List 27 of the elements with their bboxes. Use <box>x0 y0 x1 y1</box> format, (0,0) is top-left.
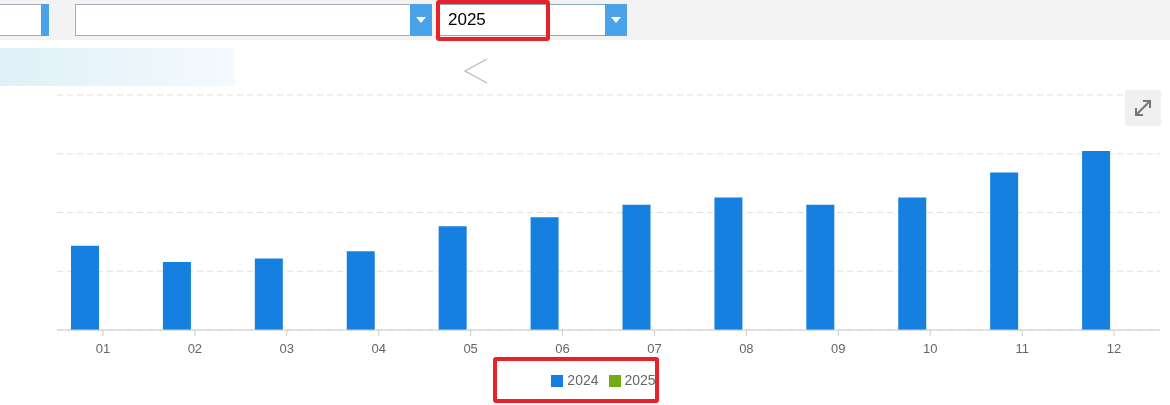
x-tick-label: 11 <box>1015 341 1029 357</box>
x-tick-label: 06 <box>555 341 570 357</box>
bar <box>1082 151 1111 330</box>
x-tick-label: 04 <box>371 341 386 357</box>
bar <box>71 245 99 330</box>
x-tick-label: 03 <box>279 341 295 357</box>
legend-label: 2024 <box>567 372 599 388</box>
x-tick-label: 10 <box>922 341 938 357</box>
bar <box>346 251 375 330</box>
bar <box>530 217 559 330</box>
x-tick-label: 12 <box>1106 341 1122 357</box>
legend-label: 2025 <box>624 372 656 388</box>
bar <box>254 258 283 330</box>
bar <box>806 204 835 330</box>
bar <box>438 226 467 330</box>
bar <box>622 204 651 330</box>
select-field: 2025 <box>437 4 606 36</box>
x-tick-label: 01 <box>95 341 111 357</box>
x-tick-label: 05 <box>463 341 478 357</box>
x-tick-label: 08 <box>739 341 754 357</box>
bar <box>898 197 927 330</box>
x-tick-label: 09 <box>831 341 846 357</box>
x-tick-label: 02 <box>187 341 203 357</box>
bar <box>162 261 191 330</box>
x-tick-label: 07 <box>647 341 662 357</box>
bar <box>990 172 1019 330</box>
bar <box>714 197 743 330</box>
